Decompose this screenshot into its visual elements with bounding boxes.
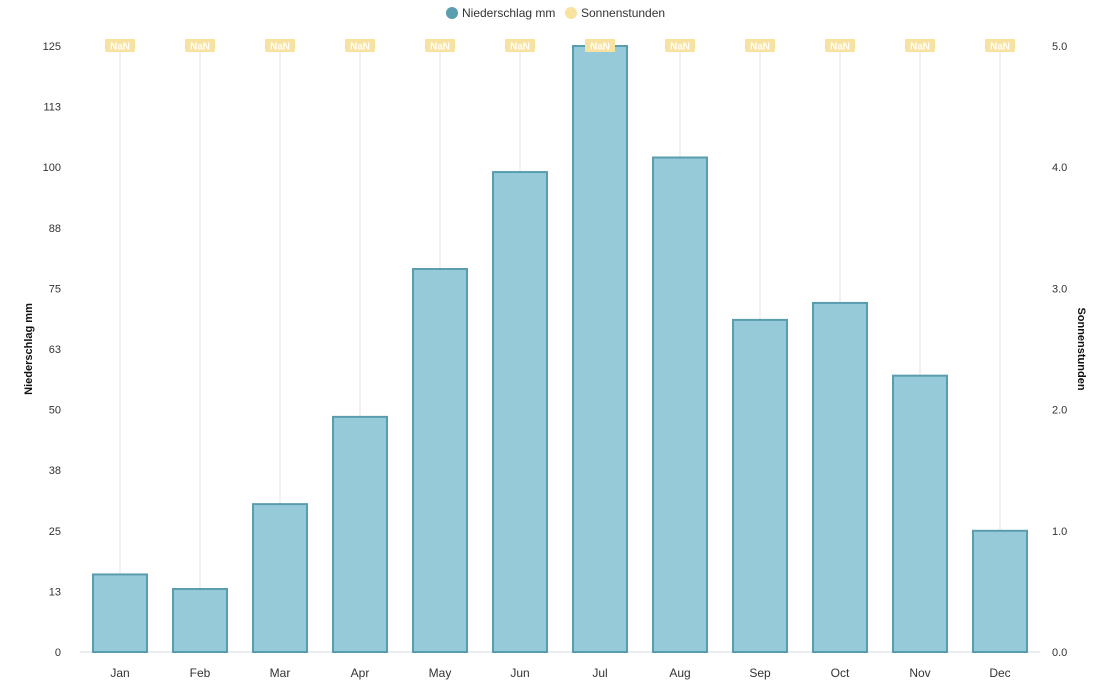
- bar-jun: [492, 171, 548, 653]
- legend-item-sonnenstunden: Sonnenstunden: [581, 6, 665, 20]
- bar-dec: [972, 529, 1028, 653]
- bar-jul: [572, 45, 628, 653]
- bar-nov: [892, 374, 948, 653]
- y-left-tick-label: 63: [49, 344, 61, 356]
- y-left-tick-label: 25: [49, 526, 61, 538]
- y-right-tick-label: 2.0: [1052, 405, 1067, 417]
- y-right-tick-label: 1.0: [1052, 526, 1067, 538]
- x-tick-label: Aug: [669, 666, 690, 680]
- y-left-axis-title: Niederschlag mm: [23, 303, 35, 395]
- x-tick-label: Dec: [989, 666, 1010, 680]
- nan-label: NaN: [830, 42, 850, 53]
- x-tick-label: Jun: [510, 666, 529, 680]
- y-right-axis-title: Sonnenstunden: [1075, 307, 1087, 390]
- nan-label-bg: [985, 39, 1015, 52]
- nan-label: NaN: [670, 42, 690, 53]
- x-tick-label: Mar: [270, 666, 291, 680]
- y-left-tick-label: 88: [49, 223, 61, 235]
- nan-label: NaN: [750, 42, 770, 53]
- x-tick-label: Nov: [909, 666, 930, 680]
- legend-marker-sonnenstunden: [565, 7, 577, 19]
- bar-oct: [812, 301, 868, 653]
- nan-label-bg: [665, 39, 695, 52]
- nan-label-bg: [825, 39, 855, 52]
- y-left-tick-label: 0: [55, 647, 61, 659]
- nan-label-bg: [185, 39, 215, 52]
- x-tick-label: Sep: [749, 666, 771, 680]
- nan-label-bg: [425, 39, 455, 52]
- nan-label-bg: [585, 39, 615, 52]
- x-tick-label: Apr: [351, 666, 370, 680]
- y-left-tick-label: 50: [49, 405, 61, 417]
- y-left-tick-label: 13: [49, 586, 61, 598]
- nan-label: NaN: [350, 42, 370, 53]
- y-left-tick-label: 75: [49, 283, 61, 295]
- y-left-tick-label: 100: [43, 162, 61, 174]
- y-right-tick-label: 0.0: [1052, 647, 1067, 659]
- x-tick-label: Jul: [592, 666, 607, 680]
- bar-aug: [652, 156, 708, 653]
- nan-label: NaN: [910, 42, 930, 53]
- y-left-tick-label: 113: [43, 102, 61, 114]
- bar-jan: [92, 573, 148, 654]
- y-right-tick-label: 4.0: [1052, 162, 1067, 174]
- bar-mar: [252, 503, 308, 653]
- x-tick-label: Jan: [110, 666, 129, 680]
- nan-label-bg: [505, 39, 535, 52]
- nan-label: NaN: [430, 42, 450, 53]
- y-right-tick-label: 5.0: [1052, 41, 1067, 53]
- nan-label-bg: [745, 39, 775, 52]
- bar-feb: [172, 587, 228, 654]
- bar-may: [412, 268, 468, 653]
- bar-apr: [332, 415, 388, 654]
- nan-label: NaN: [590, 42, 610, 53]
- x-tick-label: Oct: [831, 666, 850, 680]
- bar-sep: [732, 318, 788, 653]
- nan-label: NaN: [510, 42, 530, 53]
- legend-item-niederschlag: Niederschlag mm: [462, 6, 555, 20]
- nan-label-bg: [905, 39, 935, 52]
- nan-label: NaN: [270, 42, 290, 53]
- nan-label: NaN: [990, 42, 1010, 53]
- y-left-tick-label: 38: [49, 465, 61, 477]
- y-left-tick-label: 125: [43, 41, 61, 53]
- y-right-tick-label: 3.0: [1052, 283, 1067, 295]
- x-tick-label: May: [429, 666, 452, 680]
- nan-label: NaN: [110, 42, 130, 53]
- nan-label-bg: [345, 39, 375, 52]
- legend-marker-niederschlag: [446, 7, 458, 19]
- nan-label-bg: [105, 39, 135, 52]
- nan-label: NaN: [190, 42, 210, 53]
- nan-label-bg: [265, 39, 295, 52]
- x-tick-label: Feb: [190, 666, 211, 680]
